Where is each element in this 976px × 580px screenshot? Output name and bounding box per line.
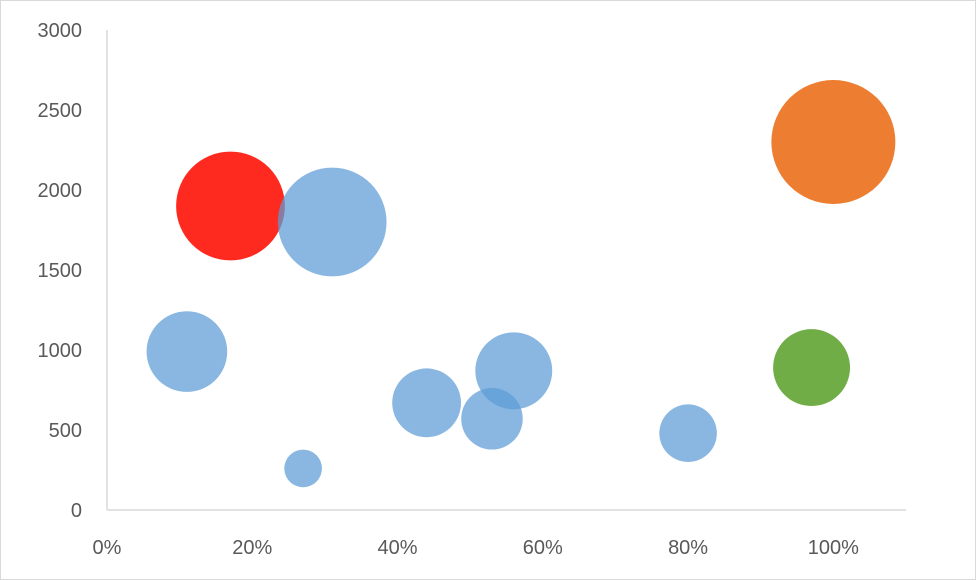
x-tick-label: 20% xyxy=(232,537,272,559)
x-tick-label: 100% xyxy=(808,537,859,559)
x-tick-label: 60% xyxy=(523,537,563,559)
y-tick-label: 3000 xyxy=(38,20,83,42)
bubble-5 xyxy=(392,368,461,438)
x-tick-label: 80% xyxy=(668,537,708,559)
bubble-7 xyxy=(475,332,553,410)
bubble-8 xyxy=(659,404,717,462)
bubble-10 xyxy=(771,80,896,204)
y-tick-label: 2500 xyxy=(38,100,83,122)
y-tick-label: 500 xyxy=(49,420,82,442)
bubble-3 xyxy=(284,449,322,488)
y-tick-label: 2000 xyxy=(38,180,83,202)
x-tick-label: 0% xyxy=(93,537,122,559)
y-tick-label: 1000 xyxy=(38,340,83,362)
bubbles xyxy=(146,80,896,488)
y-axis-ticks: 0 500 1000 1500 2000 2500 3000 xyxy=(38,20,83,522)
bubble-2 xyxy=(176,151,285,261)
y-tick-label: 1500 xyxy=(38,260,83,282)
y-tick-label: 0 xyxy=(71,500,82,522)
x-axis-ticks: 0% 20% 40% 60% 80% 100% xyxy=(93,537,860,559)
x-tick-label: 40% xyxy=(378,537,418,559)
bubble-4 xyxy=(277,167,387,277)
bubble-1 xyxy=(146,311,228,392)
bubble-9 xyxy=(773,329,851,407)
